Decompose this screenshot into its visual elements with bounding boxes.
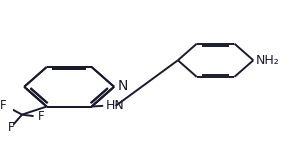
- Text: F: F: [0, 99, 6, 112]
- Text: F: F: [37, 110, 44, 123]
- Text: N: N: [118, 80, 128, 93]
- Text: NH₂: NH₂: [256, 54, 280, 67]
- Text: F: F: [8, 121, 15, 134]
- Text: HN: HN: [106, 99, 125, 112]
